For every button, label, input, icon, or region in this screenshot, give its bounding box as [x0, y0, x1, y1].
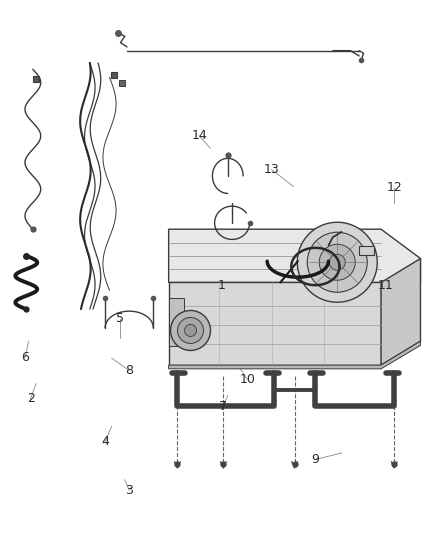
- Text: 5: 5: [117, 312, 124, 325]
- Polygon shape: [169, 282, 381, 365]
- Polygon shape: [359, 246, 374, 255]
- Text: 13: 13: [264, 163, 279, 176]
- Circle shape: [297, 222, 377, 302]
- Circle shape: [184, 325, 197, 336]
- Circle shape: [319, 244, 355, 280]
- Text: 3: 3: [125, 484, 133, 497]
- Text: 9: 9: [311, 453, 319, 466]
- Text: 14: 14: [191, 130, 207, 142]
- Text: 12: 12: [386, 181, 402, 194]
- Text: 6: 6: [21, 351, 29, 364]
- Text: 7: 7: [219, 400, 227, 413]
- Polygon shape: [381, 259, 420, 365]
- Polygon shape: [169, 229, 420, 282]
- Text: 1: 1: [217, 279, 225, 292]
- Circle shape: [170, 310, 211, 351]
- Circle shape: [307, 232, 367, 292]
- Text: 2: 2: [27, 392, 35, 405]
- Circle shape: [329, 254, 345, 270]
- Text: 8: 8: [125, 364, 133, 377]
- Text: 10: 10: [240, 373, 255, 386]
- Text: 11: 11: [378, 279, 393, 292]
- Circle shape: [177, 318, 204, 343]
- Polygon shape: [169, 298, 184, 346]
- Text: 4: 4: [101, 435, 109, 448]
- Polygon shape: [169, 341, 420, 369]
